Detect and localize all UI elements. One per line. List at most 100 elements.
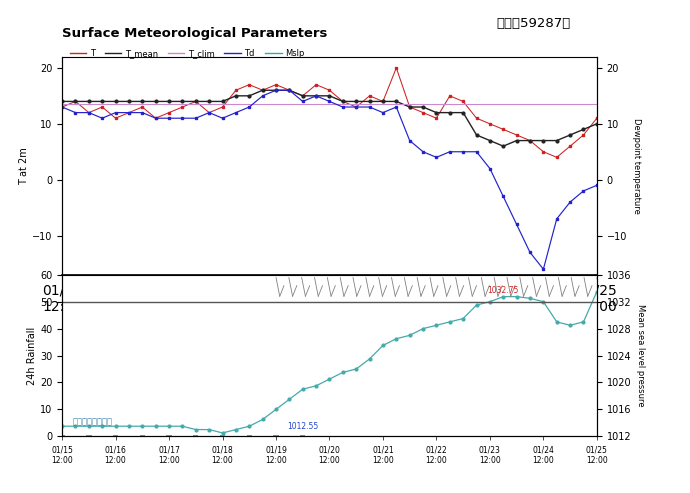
Bar — [166, 435, 172, 436]
T — [272, 82, 280, 88]
Td — [473, 149, 481, 155]
T — [366, 93, 374, 99]
Text: 注：本图为示意图: 注：本图为示意图 — [72, 418, 112, 426]
Legend: T, T_mean, T_clim, Td, Mslp: T, T_mean, T_clim, Td, Mslp — [66, 46, 308, 62]
T — [299, 93, 307, 99]
T_mean — [566, 132, 574, 138]
T_mean — [205, 99, 213, 105]
T — [406, 104, 414, 110]
Td — [553, 216, 561, 222]
Td — [459, 149, 467, 155]
T_mean — [165, 99, 173, 105]
T — [446, 93, 454, 99]
T_mean — [446, 109, 454, 115]
T — [178, 104, 186, 110]
T_mean — [326, 93, 334, 99]
Td — [125, 109, 133, 115]
Td — [326, 99, 334, 105]
T_mean — [473, 132, 481, 138]
Td — [339, 104, 347, 110]
T — [205, 109, 213, 115]
Td — [111, 109, 120, 115]
Td — [379, 109, 387, 115]
T_mean — [339, 99, 347, 105]
Text: 1032.75: 1032.75 — [488, 285, 519, 295]
Td — [499, 194, 507, 200]
Bar — [139, 435, 145, 436]
T_mean — [259, 87, 267, 93]
Td — [98, 115, 106, 121]
T — [125, 109, 133, 115]
Line: T_mean: T_mean — [61, 89, 598, 147]
Bar — [246, 435, 252, 436]
Td — [419, 149, 427, 155]
T — [580, 132, 588, 138]
T_mean — [499, 143, 507, 149]
Td — [245, 104, 253, 110]
Td — [392, 104, 400, 110]
T — [326, 87, 334, 93]
T_mean — [553, 138, 561, 143]
Td — [205, 109, 213, 115]
Y-axis label: Dewpoint temperature: Dewpoint temperature — [632, 118, 641, 213]
Td — [486, 166, 494, 172]
T — [138, 104, 146, 110]
Bar — [300, 435, 306, 436]
Td — [446, 149, 454, 155]
T_mean — [152, 99, 160, 105]
Td — [566, 199, 574, 205]
T — [245, 82, 253, 88]
T_mean — [459, 109, 467, 115]
T — [98, 104, 106, 110]
Td — [540, 266, 548, 272]
Y-axis label: Mean sea level pressure: Mean sea level pressure — [636, 304, 645, 407]
T_mean — [379, 99, 387, 105]
T_mean — [352, 99, 360, 105]
T_mean — [486, 138, 494, 143]
Td — [232, 109, 240, 115]
Bar — [220, 435, 225, 436]
T_clim — [111, 101, 120, 107]
Td — [58, 104, 66, 110]
Bar — [59, 435, 65, 436]
T_mean — [513, 138, 521, 143]
T_mean — [58, 99, 66, 105]
T_mean — [419, 104, 427, 110]
T — [432, 115, 440, 121]
Td — [165, 115, 173, 121]
T — [540, 149, 548, 155]
T — [459, 99, 467, 105]
T_mean — [218, 99, 226, 105]
Td — [285, 87, 293, 93]
T_clim — [58, 101, 66, 107]
T_mean — [299, 93, 307, 99]
Td — [138, 109, 146, 115]
T — [473, 115, 481, 121]
Line: Td: Td — [61, 89, 598, 271]
T — [58, 104, 66, 110]
Td — [218, 115, 226, 121]
T_mean — [366, 99, 374, 105]
T_mean — [71, 99, 79, 105]
Td — [178, 115, 186, 121]
Td — [432, 154, 440, 160]
T_mean — [178, 99, 186, 105]
T — [165, 109, 173, 115]
Td — [352, 104, 360, 110]
Y-axis label: 24h Rainfall: 24h Rainfall — [27, 326, 37, 385]
T_mean — [285, 87, 293, 93]
Bar — [86, 435, 92, 436]
T_mean — [232, 93, 240, 99]
Td — [580, 188, 588, 194]
Line: T: T — [61, 67, 598, 159]
Td — [192, 115, 200, 121]
T_mean — [111, 99, 120, 105]
T_mean — [125, 99, 133, 105]
Td — [259, 93, 267, 99]
Bar — [273, 435, 279, 436]
T — [352, 104, 360, 110]
T — [192, 99, 200, 105]
Text: Surface Meteorological Parameters: Surface Meteorological Parameters — [62, 27, 328, 40]
T — [152, 115, 160, 121]
T_mean — [312, 93, 320, 99]
